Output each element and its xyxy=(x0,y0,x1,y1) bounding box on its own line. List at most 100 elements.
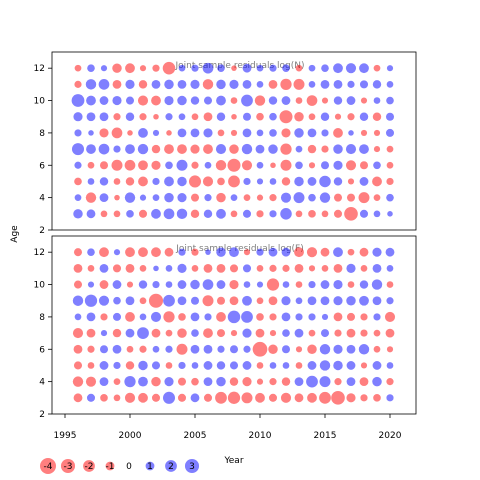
legend-bubble xyxy=(40,458,56,474)
residual-bubble xyxy=(359,247,369,257)
residual-bubble xyxy=(112,280,122,289)
residual-bubble xyxy=(321,313,329,320)
residual-bubble xyxy=(188,175,202,188)
residual-bubble xyxy=(241,143,253,155)
residual-bubble xyxy=(216,112,226,121)
residual-bubble xyxy=(163,208,175,220)
residual-bubble xyxy=(360,362,368,369)
residual-bubble xyxy=(280,392,292,403)
residual-bubble xyxy=(111,127,123,139)
residual-bubble xyxy=(190,144,200,154)
residual-bubble xyxy=(126,281,134,288)
residual-bubble xyxy=(228,175,240,188)
residual-bubble xyxy=(241,94,253,107)
residual-bubble xyxy=(100,313,108,321)
residual-bubble xyxy=(87,362,95,369)
residual-bubble xyxy=(373,146,381,153)
residual-bubble xyxy=(99,128,109,138)
residual-bubble xyxy=(125,312,135,322)
residual-bubble xyxy=(87,248,95,256)
legend-bubble xyxy=(60,458,76,474)
residual-bubble xyxy=(177,144,187,154)
residual-bubble xyxy=(372,376,382,387)
residual-bubble xyxy=(358,344,370,355)
residual-bubble xyxy=(203,328,213,338)
residual-bubble xyxy=(333,247,343,258)
residual-bubble xyxy=(112,63,122,73)
residual-bubble xyxy=(373,210,381,218)
residual-bubble xyxy=(216,247,226,257)
residual-bubble xyxy=(177,193,187,203)
x-tick-label: 2020 xyxy=(379,431,402,441)
residual-bubble xyxy=(138,209,148,218)
residual-bubble xyxy=(229,79,239,89)
residual-bubble xyxy=(385,247,395,257)
x-tick-label: 2000 xyxy=(119,431,142,441)
residual-bubble xyxy=(139,345,147,353)
residual-bubble xyxy=(269,264,277,272)
residual-bubble xyxy=(385,112,395,121)
residual-bubble xyxy=(294,111,304,122)
residual-bubble xyxy=(177,79,187,89)
residual-bubble xyxy=(280,143,292,155)
residual-bubble xyxy=(204,194,212,202)
legend-label: 2 xyxy=(168,462,174,472)
panel-log-f: Joint sample residuals log(F) 2 4 6 8 10 12 1… xyxy=(34,235,417,441)
residual-bubble xyxy=(176,159,188,171)
residual-bubble xyxy=(215,160,227,171)
residual-bubble xyxy=(359,280,369,289)
residual-bubble xyxy=(320,79,330,89)
residual-bubble xyxy=(294,176,304,187)
residual-bubble xyxy=(137,95,149,106)
residual-bubble xyxy=(165,329,173,337)
legend-bubble xyxy=(83,460,95,472)
x-axis: 1995 2000 2005 2010 2015 2020 xyxy=(54,414,402,441)
residual-bubble xyxy=(347,113,355,121)
residual-bubble xyxy=(333,144,343,154)
residual-bubble xyxy=(333,193,343,202)
residual-bubble xyxy=(279,110,293,124)
residual-bubble xyxy=(345,63,357,74)
residual-bubble xyxy=(190,344,200,354)
panel-log-n-title: Joint sample residuals log(N) xyxy=(174,61,304,71)
residual-bubble xyxy=(308,81,316,88)
residual-bubble xyxy=(151,144,161,154)
residual-bubble xyxy=(88,130,94,136)
legend-label: -1 xyxy=(106,462,115,472)
residual-bubble xyxy=(333,79,343,89)
residual-bubble xyxy=(125,144,135,154)
residual-bubble xyxy=(113,178,121,185)
residual-bubble xyxy=(269,210,277,218)
residual-bubble xyxy=(216,263,226,273)
bubble-size-legend: -4 -3 -2 -1 0 1 2 3 xyxy=(40,458,200,474)
residual-bubble xyxy=(256,265,264,272)
residual-bubble xyxy=(139,313,147,321)
residual-bubble xyxy=(74,177,82,186)
residual-bubble xyxy=(243,281,251,288)
residual-bubble xyxy=(74,313,82,321)
residual-bubble xyxy=(203,128,213,138)
residual-bubble xyxy=(137,327,149,339)
residual-bubble xyxy=(256,313,264,321)
residual-bubble xyxy=(203,112,213,122)
residual-bubble xyxy=(293,192,305,204)
residual-bubble xyxy=(152,345,160,353)
residual-bubble xyxy=(139,297,147,305)
residual-bubble xyxy=(359,63,369,74)
residual-bubble xyxy=(86,144,96,154)
residual-bubble xyxy=(113,378,121,385)
residual-bubble xyxy=(164,377,174,387)
residual-bubble xyxy=(242,361,252,370)
residual-bubble xyxy=(256,161,264,169)
residual-bubble xyxy=(373,329,381,337)
residual-bubble xyxy=(346,344,356,354)
residual-bubble xyxy=(99,161,109,170)
residual-bubble xyxy=(373,97,381,104)
residual-bubble xyxy=(293,78,305,90)
residual-bubble xyxy=(151,393,161,402)
residual-bubble xyxy=(165,113,173,121)
residual-bubble xyxy=(229,247,239,258)
residual-bubble xyxy=(372,263,382,273)
residual-bubble xyxy=(151,208,161,219)
residual-bubble xyxy=(346,263,356,273)
